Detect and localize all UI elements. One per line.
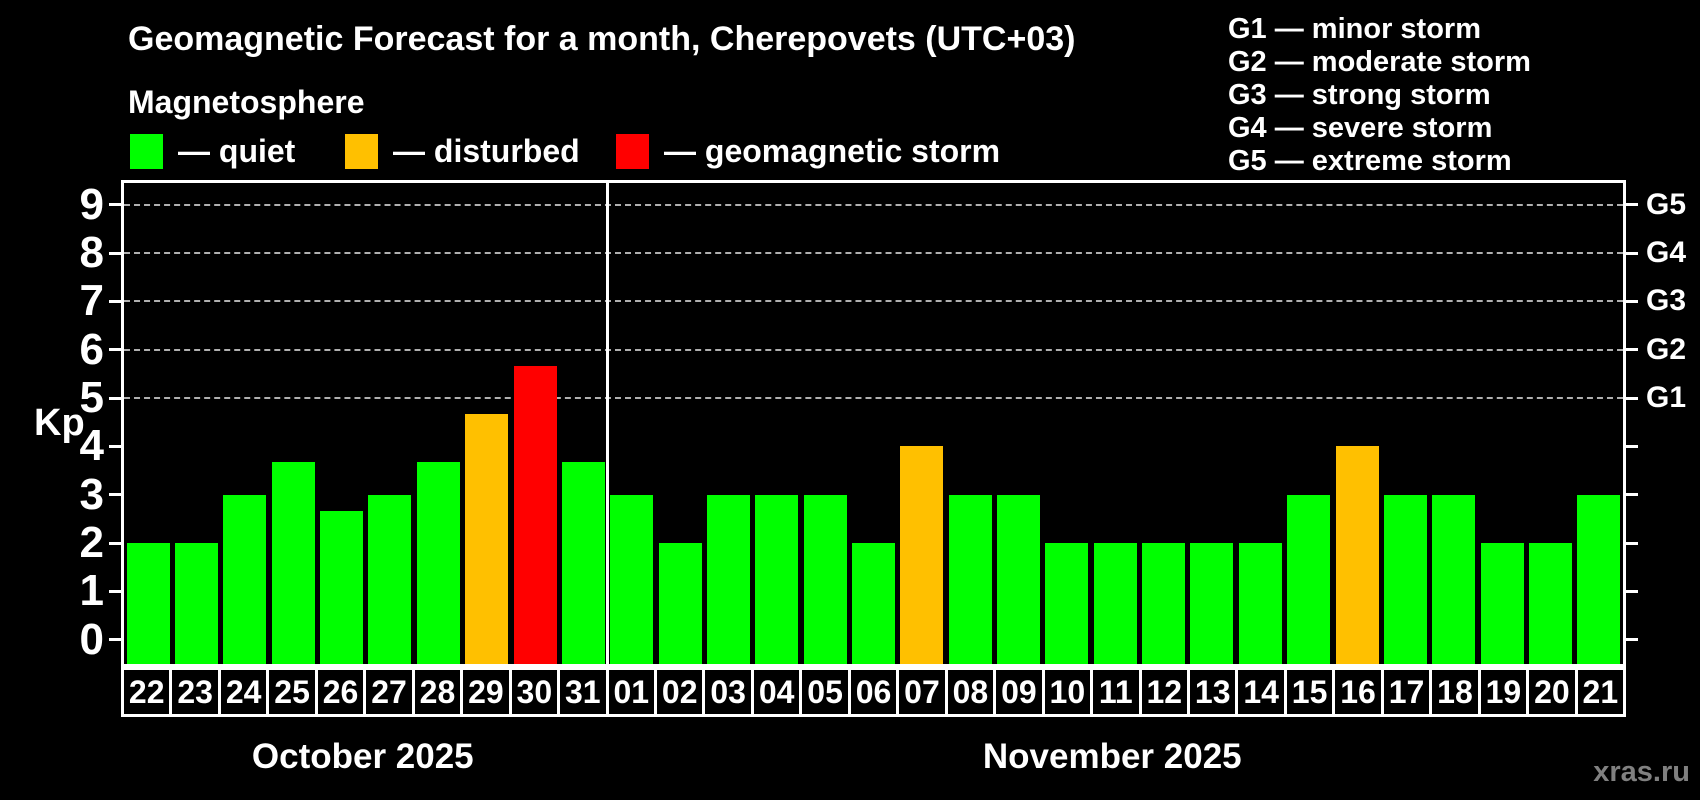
y-axis-tick-left [109,348,121,352]
date-cell-08: 08 [948,670,997,714]
date-cell-23: 23 [172,670,221,714]
y-axis-tick-right [1626,348,1638,352]
date-cell-22: 22 [124,670,173,714]
y-tick-label: 9 [79,179,104,229]
date-cell-05: 05 [802,670,851,714]
plot-area [121,180,1626,667]
g-scale-legend-line: G5 — extreme storm [1228,145,1512,177]
y-tick-label: 6 [79,324,104,374]
y-axis-tick-right [1626,589,1638,593]
y-tick-label: 0 [79,614,104,664]
g-scale-legend-line: G4 — severe storm [1228,112,1493,144]
date-cell-15: 15 [1287,670,1336,714]
g-scale-legend-line: G2 — moderate storm [1228,46,1531,78]
disturbed-color-swatch [345,134,378,169]
date-cell-19: 19 [1481,670,1530,714]
y-tick-label: 3 [79,469,104,519]
y-axis-tick-left [109,203,121,207]
date-cell-09: 09 [996,670,1045,714]
date-cell-30: 30 [512,670,561,714]
date-cell-10: 10 [1045,670,1094,714]
storm-color-swatch [616,134,649,169]
date-cell-07: 07 [899,670,948,714]
y-axis-tick-left [109,493,121,497]
date-cell-28: 28 [415,670,464,714]
y-axis-tick-left [109,444,121,448]
legend-label-storm: — geomagnetic storm [664,133,1001,169]
y-axis-tick-right [1626,444,1638,448]
date-cell-04: 04 [754,670,803,714]
y-tick-label: 1 [79,566,104,616]
y-axis-tick-left [109,638,121,642]
date-cell-29: 29 [463,670,512,714]
date-cell-02: 02 [657,670,706,714]
g-axis-label-g4: G4 [1646,236,1687,270]
date-cell-21: 21 [1582,674,1619,710]
month-label: October 2025 [251,737,474,776]
legend-item-disturbed: — disturbed [345,133,580,169]
y-axis-tick-right [1626,493,1638,497]
y-tick-label: 7 [79,276,104,326]
y-axis-tick-right [1626,396,1638,400]
y-axis-tick-right [1626,638,1638,642]
month-label: November 2025 [982,737,1242,776]
date-cell-16: 16 [1335,670,1384,714]
y-axis-tick-right [1626,299,1638,303]
y-axis-tick-left [109,589,121,593]
y-axis-tick-left [109,251,121,255]
date-cell-27: 27 [366,670,415,714]
y-axis-tick-right [1626,203,1638,207]
y-axis-tick-right [1626,541,1638,545]
g-scale-legend: G1 — minor storm G2 — moderate storm G3 — … [1228,13,1531,178]
y-axis-tick-left [109,299,121,303]
date-cell-06: 06 [851,670,900,714]
date-cell-12: 12 [1142,670,1190,714]
g-axis-label-g3: G3 [1646,284,1687,318]
g-axis-label-g5: G5 [1646,187,1687,221]
y-tick-label: 8 [79,228,104,278]
date-cell-14: 14 [1238,670,1287,714]
date-cell-31: 31 [560,670,609,714]
y-axis-title: Kp [34,402,85,444]
date-cell-20: 20 [1529,670,1578,714]
date-cell-18: 18 [1432,670,1481,714]
y-axis-tick-right [1626,251,1638,255]
date-cell-26: 26 [318,670,367,714]
g-axis-label-g1: G1 [1646,381,1687,415]
legend-label-disturbed: — disturbed [393,133,580,169]
legend-item-storm: — geomagnetic storm [616,133,1001,169]
g-axis-label-g2: G2 [1646,332,1687,366]
legend-item-quiet: — quiet [130,133,296,169]
y-tick-label: 2 [79,518,104,568]
date-cell-24: 24 [221,670,270,714]
date-cell-13: 13 [1190,670,1239,714]
date-cell-01: 01 [609,670,657,714]
quiet-color-swatch [130,134,163,169]
date-cell-17: 17 [1384,670,1433,714]
date-cell-11: 11 [1093,670,1142,714]
date-cell-03: 03 [705,670,754,714]
date-axis: 22 23 24 25 26 27 28 29 30 31 01 02 03 04 05 06 07 08 09 10… [121,667,1626,717]
date-cell-25: 25 [269,670,318,714]
g-scale-legend-line: G1 — minor storm [1228,13,1481,45]
y-axis-tick-left [109,396,121,400]
watermark: xras.ru [1593,756,1690,788]
chart-subtitle: Magnetosphere [128,84,365,120]
g-scale-legend-line: G3 — strong storm [1228,79,1491,111]
legend-label-quiet: — quiet [178,133,296,169]
page-title: Geomagnetic Forecast for a month, Cherep… [128,20,1076,58]
y-axis-tick-left [109,541,121,545]
